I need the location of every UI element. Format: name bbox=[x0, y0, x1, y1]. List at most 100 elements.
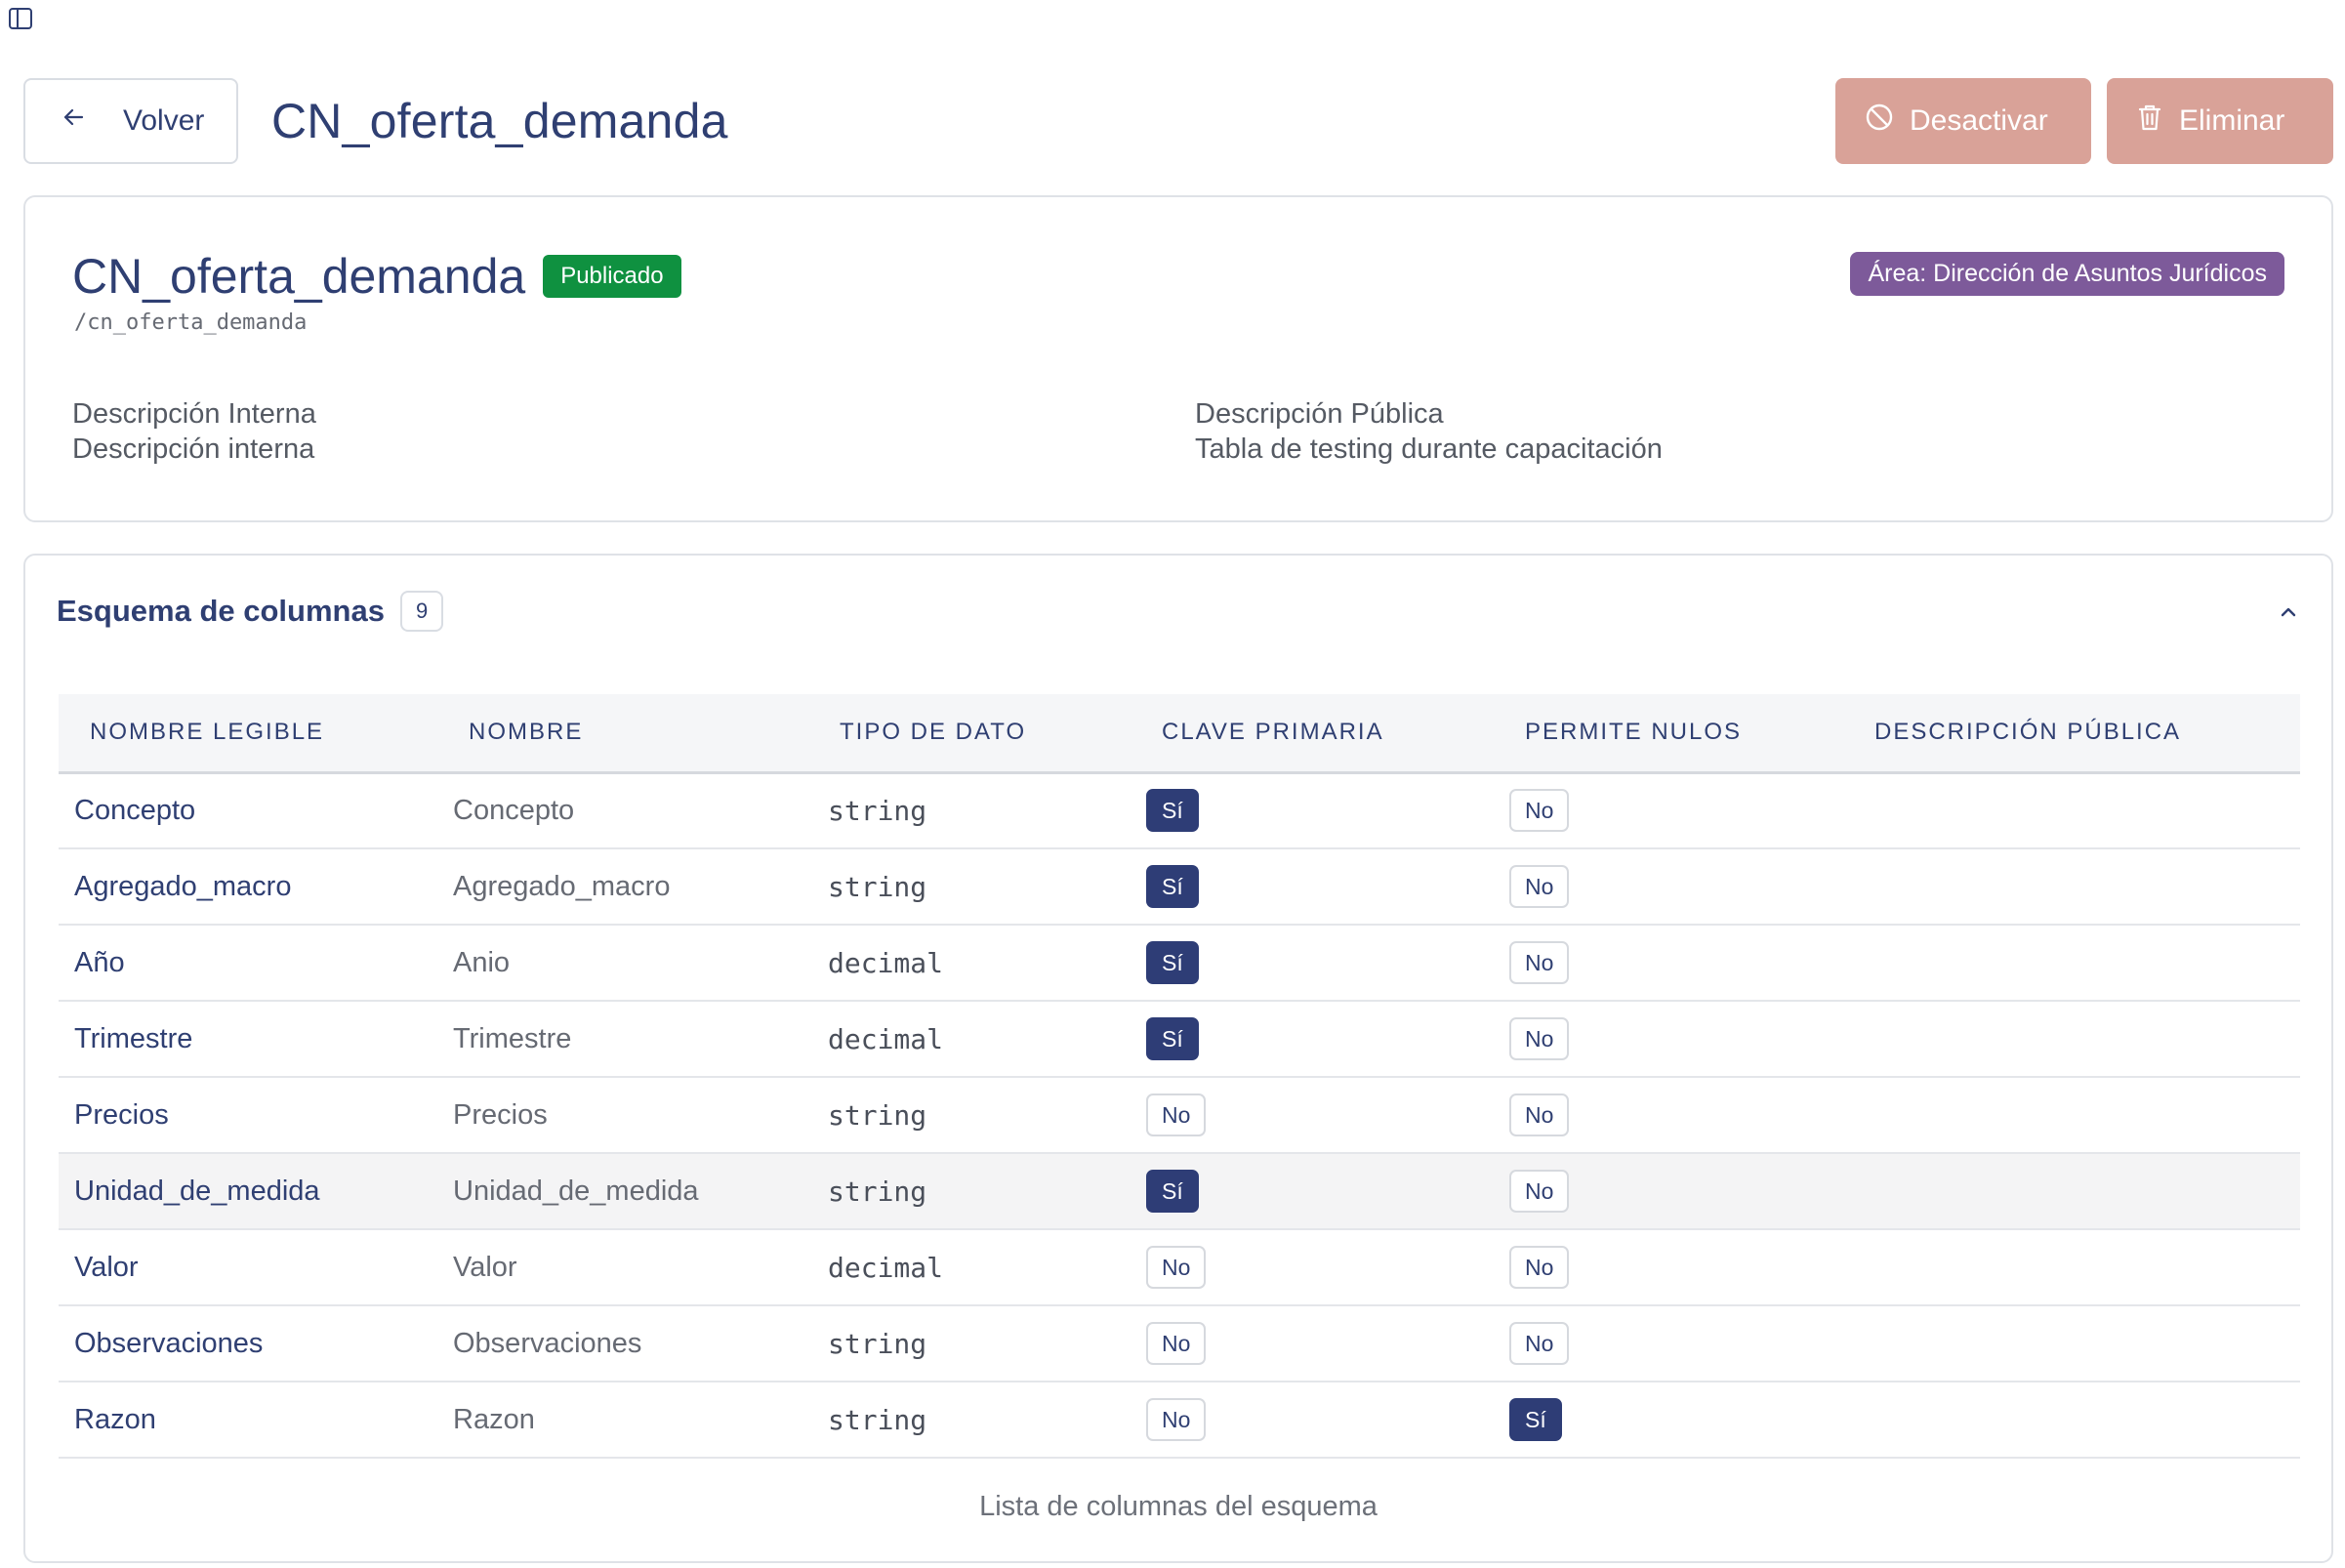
column-header: PERMITE NULOS bbox=[1525, 719, 1743, 746]
chevron-up-icon[interactable] bbox=[2275, 598, 2302, 626]
cell-name: Unidad_de_medida bbox=[453, 1175, 699, 1207]
cell-primary-key: No bbox=[1131, 1305, 1494, 1382]
cell-public-description bbox=[1843, 925, 2300, 1001]
cell-primary-key: Sí bbox=[1131, 772, 1494, 848]
primary-key-badge: No bbox=[1146, 1322, 1207, 1365]
back-button[interactable]: Volver bbox=[23, 78, 238, 164]
primary-key-badge: Sí bbox=[1146, 1170, 1199, 1213]
info-title-row: CN_oferta_demanda Publicado bbox=[72, 248, 681, 305]
cell-primary-key: No bbox=[1131, 1382, 1494, 1458]
cell-public-description bbox=[1843, 1153, 2300, 1229]
column-count-badge: 9 bbox=[399, 591, 444, 632]
cell-name: Concepto bbox=[453, 794, 575, 826]
nullable-badge: No bbox=[1509, 789, 1570, 833]
nullable-badge: No bbox=[1509, 941, 1570, 984]
column-header: DESCRIPCIÓN PÚBLICA bbox=[1874, 719, 2182, 746]
table-row[interactable]: Agregado_macro Agregado_macro string Sí No bbox=[59, 848, 2300, 925]
deactivate-button[interactable]: Desactivar bbox=[1835, 78, 2091, 164]
cell-name: Trimestre bbox=[453, 1022, 572, 1054]
public-description-label: Descripción Pública bbox=[1195, 398, 1444, 430]
cell-nullable: No bbox=[1494, 848, 1843, 925]
internal-description: Descripción Interna Descripción interna bbox=[72, 396, 316, 467]
column-header: NOMBRE LEGIBLE bbox=[90, 719, 325, 746]
cell-public-description bbox=[1843, 1229, 2300, 1305]
cell-readable-name: Concepto bbox=[74, 794, 196, 826]
cell-primary-key: No bbox=[1131, 1229, 1494, 1305]
cell-public-description bbox=[1843, 1001, 2300, 1077]
public-description: Descripción Pública Tabla de testing dur… bbox=[1195, 396, 1663, 467]
table-row[interactable]: Razon Razon string No Sí bbox=[59, 1382, 2300, 1458]
page-title: CN_oferta_demanda bbox=[271, 94, 728, 148]
cell-public-description bbox=[1843, 1382, 2300, 1458]
cell-primary-key: No bbox=[1131, 1077, 1494, 1153]
cell-data-type: string bbox=[828, 870, 927, 903]
cell-readable-name: Valor bbox=[74, 1251, 139, 1283]
primary-key-badge: Sí bbox=[1146, 789, 1199, 833]
schema-header[interactable]: Esquema de columnas 9 bbox=[57, 591, 444, 632]
cell-readable-name: Razon bbox=[74, 1403, 156, 1435]
column-header: CLAVE PRIMARIA bbox=[1162, 719, 1384, 746]
table-row[interactable]: Concepto Concepto string Sí No bbox=[59, 772, 2300, 848]
primary-key-badge: Sí bbox=[1146, 865, 1199, 908]
table-row[interactable]: Trimestre Trimestre decimal Sí No bbox=[59, 1001, 2300, 1077]
cell-data-type: string bbox=[828, 1403, 927, 1436]
nullable-badge: No bbox=[1509, 1246, 1570, 1289]
column-header: NOMBRE bbox=[469, 719, 584, 746]
deactivate-button-label: Desactivar bbox=[1910, 104, 2048, 137]
sidebar-toggle-icon[interactable] bbox=[6, 4, 35, 33]
cell-readable-name: Precios bbox=[74, 1098, 169, 1131]
cell-readable-name: Agregado_macro bbox=[74, 870, 292, 902]
cell-data-type: string bbox=[828, 1175, 927, 1208]
cell-nullable: No bbox=[1494, 772, 1843, 848]
schema-title: Esquema de columnas bbox=[57, 594, 385, 628]
cell-data-type: string bbox=[828, 1327, 927, 1360]
schema-table: NOMBRE LEGIBLE NOMBRE TIPO DE DATO CLAVE… bbox=[59, 694, 2300, 1459]
cell-name: Agregado_macro bbox=[453, 870, 671, 902]
delete-button-label: Eliminar bbox=[2179, 104, 2285, 137]
cell-data-type: decimal bbox=[828, 1251, 944, 1284]
arrow-left-icon bbox=[61, 104, 86, 138]
cell-public-description bbox=[1843, 1305, 2300, 1382]
cell-public-description bbox=[1843, 1077, 2300, 1153]
internal-description-value: Descripción interna bbox=[72, 433, 315, 465]
cell-nullable: No bbox=[1494, 925, 1843, 1001]
delete-button[interactable]: Eliminar bbox=[2107, 78, 2333, 164]
cell-nullable: No bbox=[1494, 1153, 1843, 1229]
nullable-badge: No bbox=[1509, 1017, 1570, 1060]
trash-icon bbox=[2136, 103, 2163, 140]
cell-nullable: No bbox=[1494, 1305, 1843, 1382]
table-row[interactable]: Unidad_de_medida Unidad_de_medida string Sí… bbox=[59, 1153, 2300, 1229]
back-button-label: Volver bbox=[123, 104, 205, 137]
table-row[interactable]: Precios Precios string No No bbox=[59, 1077, 2300, 1153]
page-header: Volver CN_oferta_demanda Desactivar Elim… bbox=[23, 78, 2333, 164]
schema-table-wrapper: NOMBRE LEGIBLE NOMBRE TIPO DE DATO CLAVE… bbox=[59, 694, 2300, 1459]
cell-nullable: No bbox=[1494, 1077, 1843, 1153]
cell-primary-key: Sí bbox=[1131, 1153, 1494, 1229]
cell-data-type: decimal bbox=[828, 1022, 944, 1055]
public-description-value: Tabla de testing durante capacitación bbox=[1195, 433, 1663, 465]
dataset-title: CN_oferta_demanda bbox=[72, 249, 526, 304]
cell-nullable: No bbox=[1494, 1001, 1843, 1077]
column-header: TIPO DE DATO bbox=[840, 719, 1027, 746]
cell-readable-name: Trimestre bbox=[74, 1022, 193, 1054]
cell-data-type: decimal bbox=[828, 946, 944, 979]
cell-nullable: No bbox=[1494, 1229, 1843, 1305]
table-row[interactable]: Año Anio decimal Sí No bbox=[59, 925, 2300, 1001]
cell-name: Valor bbox=[453, 1251, 517, 1283]
nullable-badge: Sí bbox=[1509, 1398, 1562, 1441]
column-schema-card: Esquema de columnas 9 NOMBRE LEGIBLE NOM… bbox=[23, 554, 2333, 1563]
primary-key-badge: No bbox=[1146, 1246, 1207, 1289]
cell-primary-key: Sí bbox=[1131, 1001, 1494, 1077]
cell-nullable: Sí bbox=[1494, 1382, 1843, 1458]
primary-key-badge: No bbox=[1146, 1398, 1207, 1441]
status-badge: Publicado bbox=[543, 255, 681, 298]
table-row[interactable]: Valor Valor decimal No No bbox=[59, 1229, 2300, 1305]
primary-key-badge: No bbox=[1146, 1093, 1207, 1136]
cell-name: Observaciones bbox=[453, 1327, 642, 1359]
primary-key-badge: Sí bbox=[1146, 941, 1199, 984]
cell-public-description bbox=[1843, 848, 2300, 925]
cell-readable-name: Año bbox=[74, 946, 125, 978]
cell-name: Precios bbox=[453, 1098, 548, 1131]
cell-name: Anio bbox=[453, 946, 511, 978]
table-row[interactable]: Observaciones Observaciones string No No bbox=[59, 1305, 2300, 1382]
